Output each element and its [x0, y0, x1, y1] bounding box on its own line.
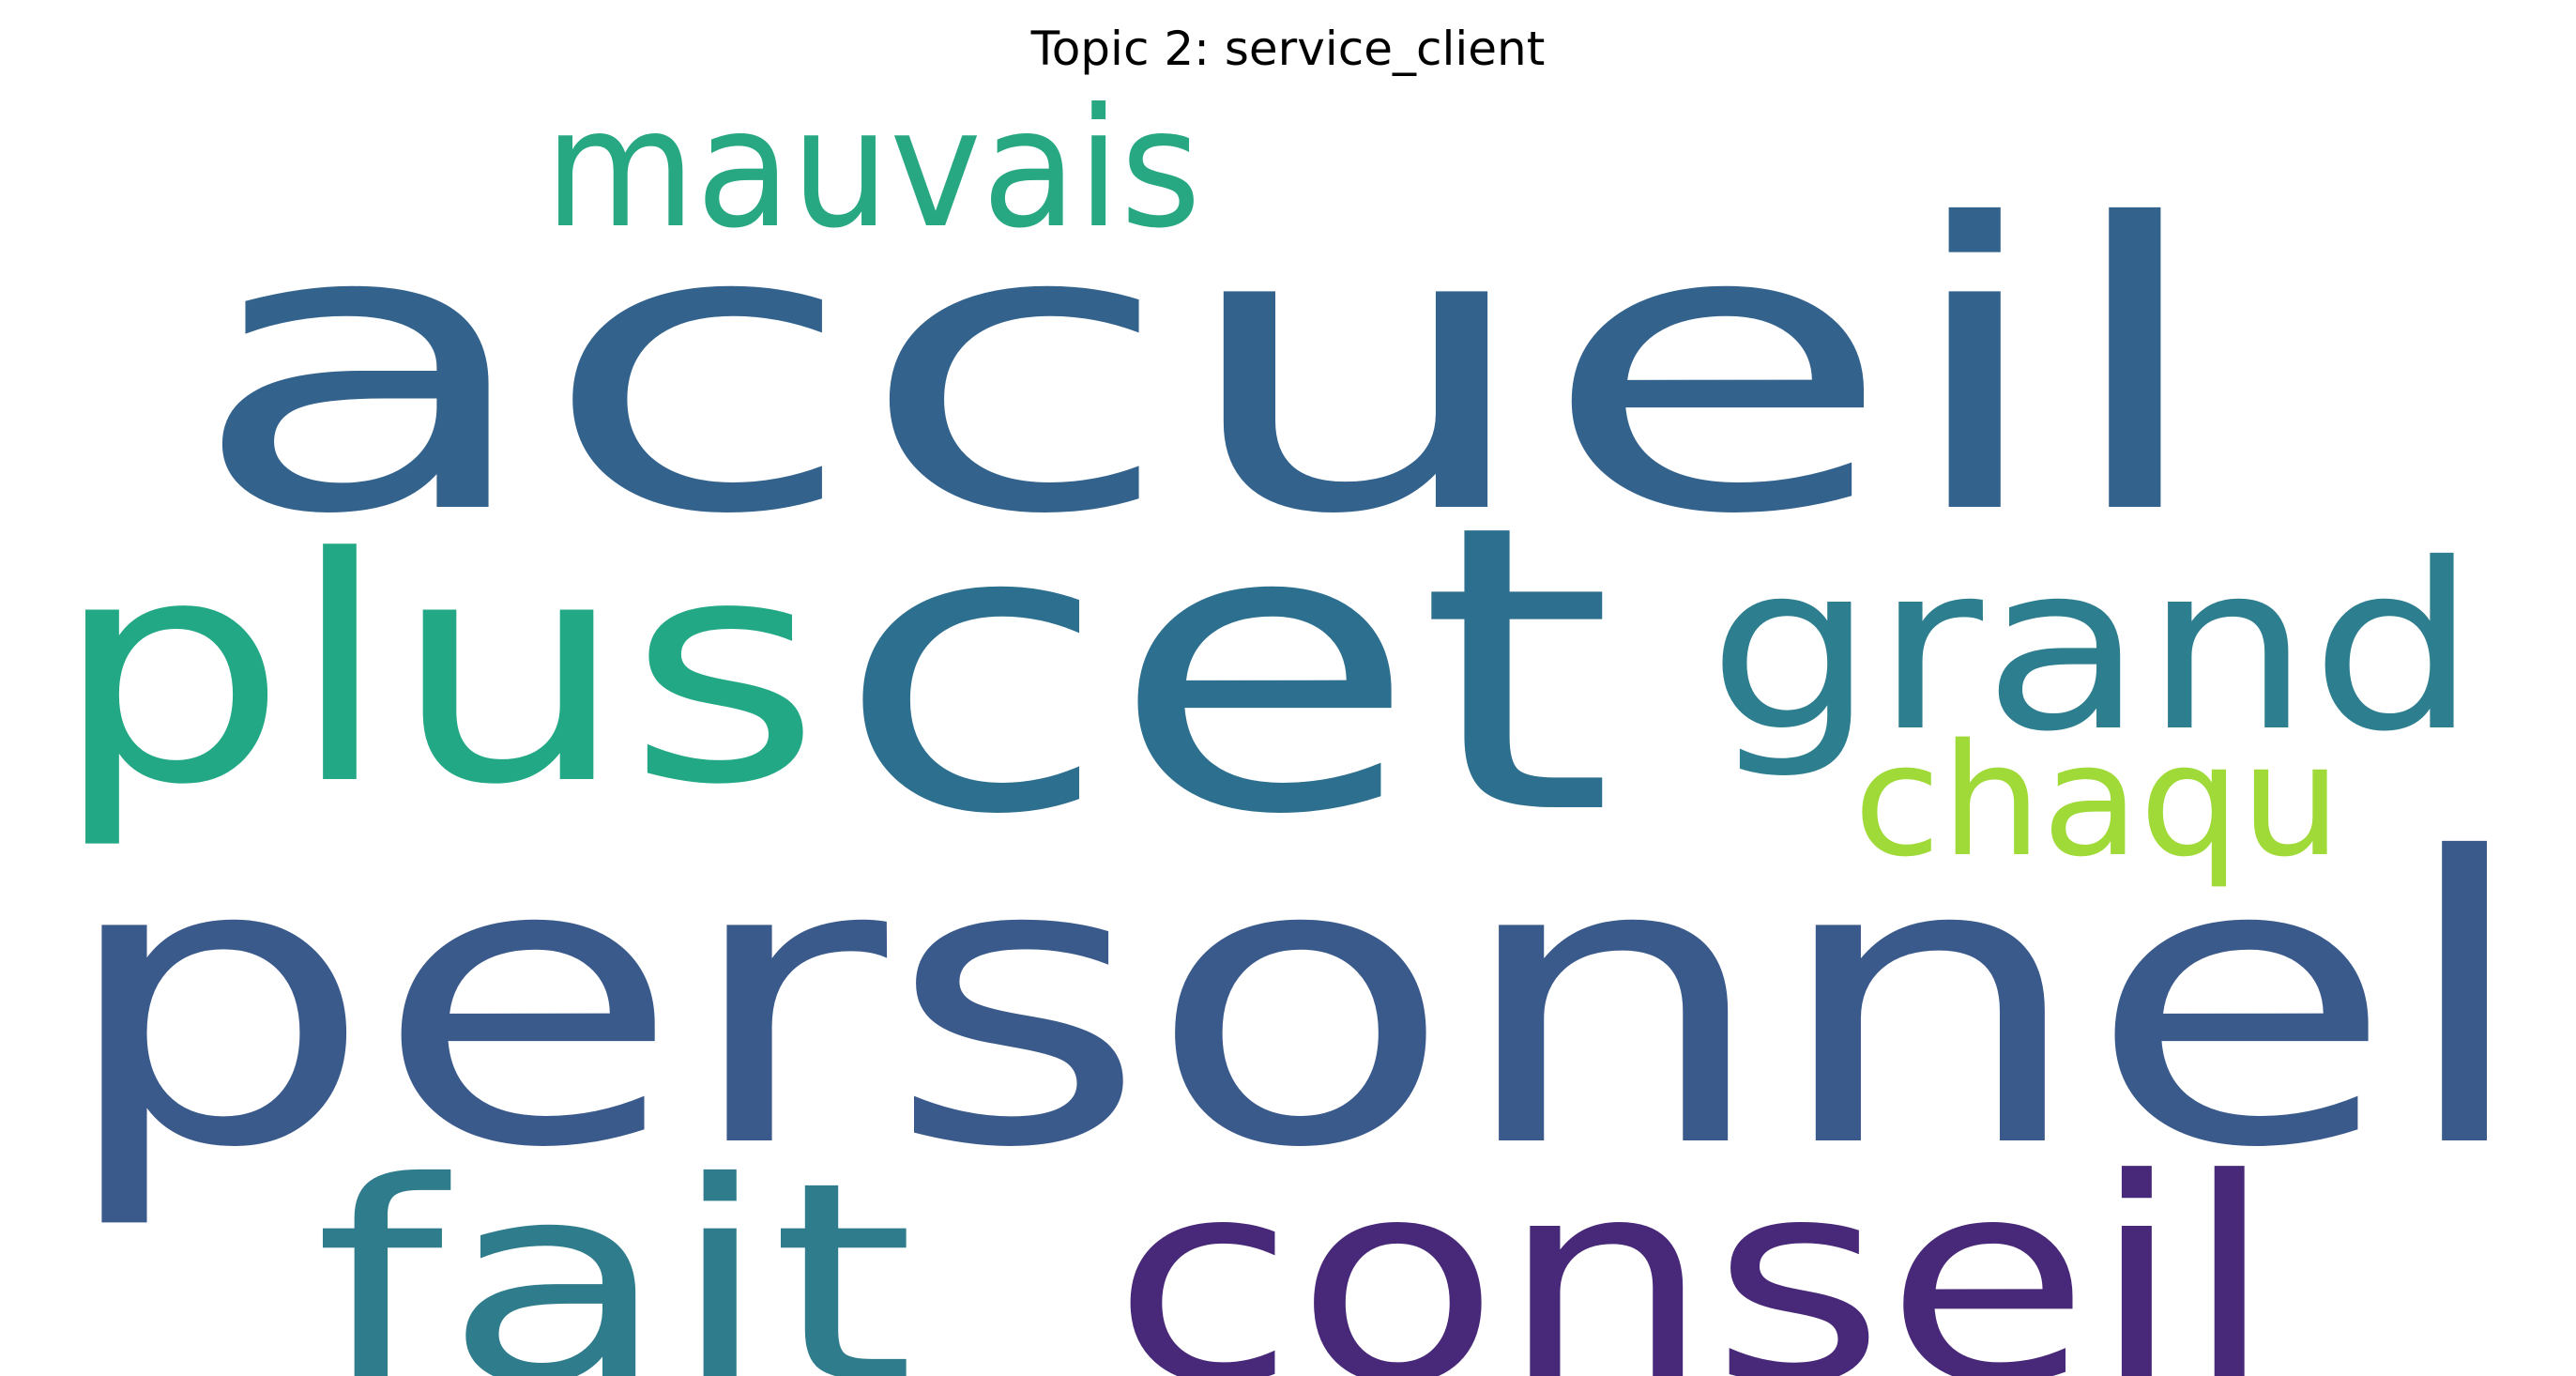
word-chaqu: chaqu [1853, 711, 2341, 891]
word-cet: cet [835, 442, 1614, 901]
chart-title: Topic 2: service_client [1030, 22, 1546, 76]
word-plus: plus [52, 492, 821, 852]
word-fait: fait [314, 1123, 915, 1376]
word-mauvais: mauvais [544, 74, 1201, 265]
word-personnel: personnel [56, 775, 2534, 1234]
word-grand: grand [1708, 514, 2477, 782]
word-conseil: conseil [1112, 1119, 2276, 1376]
word-accueil: accueil [188, 142, 2215, 601]
